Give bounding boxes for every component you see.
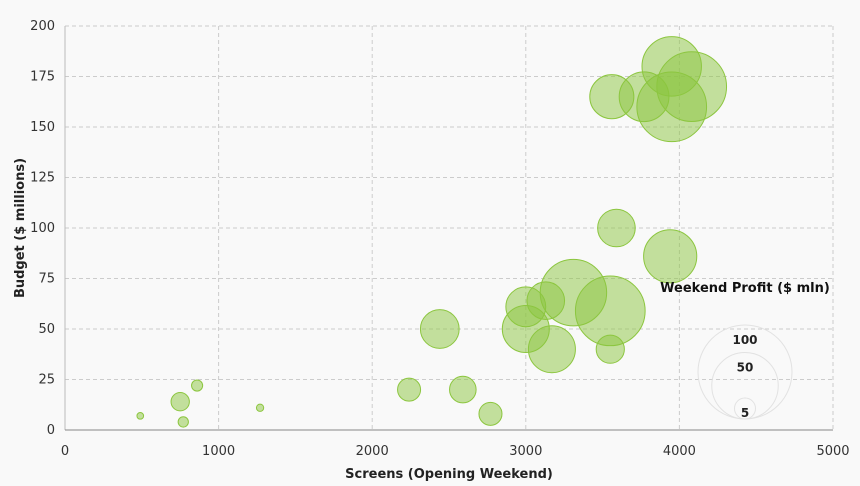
legend-size-circle [733, 397, 757, 420]
y-tick-label: 25 [38, 373, 55, 388]
x-tick-label: 0 [61, 444, 69, 459]
y-tick-label: 150 [30, 120, 55, 135]
bubble[interactable] [191, 379, 204, 392]
bubble[interactable] [170, 392, 190, 412]
bubble[interactable] [527, 325, 576, 374]
y-tick-label: 50 [38, 322, 55, 337]
y-axis-title: Budget ($ millions) [13, 158, 28, 298]
legend-size-label: 5 [741, 406, 749, 420]
bubble[interactable] [526, 281, 566, 321]
x-axis-title: Screens (Opening Weekend) [345, 467, 553, 482]
x-tick-label: 3000 [509, 444, 542, 459]
y-tick-label: 175 [30, 70, 55, 85]
y-tick-label: 0 [47, 423, 55, 438]
y-tick-label: 200 [30, 19, 55, 34]
legend-title: Weekend Profit ($ mln) [660, 281, 830, 296]
x-tick-label: 2000 [356, 444, 389, 459]
bubble[interactable] [136, 412, 145, 420]
legend-size-label: 50 [737, 361, 754, 375]
size-legend: Weekend Profit ($ mln) 100 50 5 [660, 281, 830, 420]
bubble[interactable] [643, 229, 698, 284]
x-tick-label: 1000 [202, 444, 235, 459]
bubble[interactable] [449, 375, 477, 404]
y-tick-label: 125 [30, 171, 55, 186]
x-tick-label: 5000 [816, 444, 849, 459]
bubble[interactable] [589, 74, 635, 120]
bubble[interactable] [419, 309, 460, 349]
bubble-series [136, 36, 728, 428]
bubble[interactable] [177, 416, 189, 428]
bubble[interactable] [397, 377, 422, 402]
x-tick-label: 4000 [663, 444, 696, 459]
y-tick-label: 75 [38, 272, 55, 287]
legend-size-label: 100 [732, 333, 757, 347]
bubble[interactable] [255, 403, 265, 412]
y-tick-label: 100 [30, 221, 55, 236]
bubble[interactable] [595, 334, 625, 364]
bubble[interactable] [597, 208, 636, 248]
axes: 0 1000 2000 3000 4000 5000 0 25 50 75 100 125 150 175… [30, 19, 849, 459]
bubble[interactable] [478, 401, 503, 426]
